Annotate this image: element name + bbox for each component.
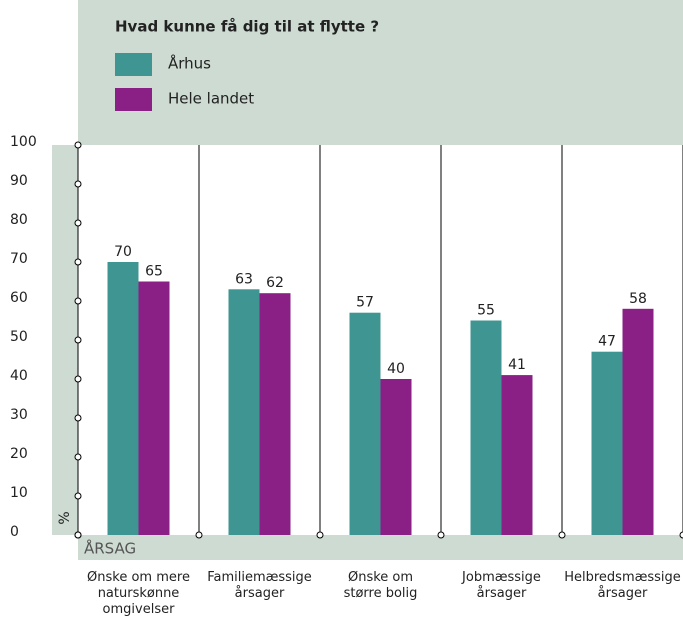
legend-swatch — [115, 88, 152, 111]
value-label: 40 — [387, 361, 405, 377]
legend-swatch — [115, 53, 152, 76]
bar — [470, 320, 502, 535]
y-tick-label: 10 — [10, 485, 28, 501]
bar — [501, 375, 533, 535]
x-tick-label: Ønske om mere naturskønne omgivelser — [87, 570, 190, 617]
bar — [138, 281, 170, 535]
y-tick-label: 90 — [10, 173, 28, 189]
tick-mark — [74, 336, 82, 344]
bar — [349, 312, 381, 535]
y-tick-label: 20 — [10, 446, 28, 462]
y-tick-label: 50 — [10, 329, 28, 345]
tick-dot — [437, 531, 445, 539]
bar — [622, 308, 654, 535]
value-label: 58 — [629, 291, 647, 307]
tick-dot — [316, 531, 324, 539]
tick-mark — [74, 219, 82, 227]
y-tick-label: 100 — [10, 134, 37, 150]
y-tick-label: 40 — [10, 368, 28, 384]
tick-mark — [74, 375, 82, 383]
tick-dot — [195, 531, 203, 539]
tick-mark — [74, 414, 82, 422]
tick-mark — [74, 141, 82, 149]
x-tick-label: Helbredsmæssige årsager — [564, 570, 681, 601]
tick-mark — [74, 492, 82, 500]
tick-dot — [679, 531, 683, 539]
value-label: 63 — [235, 271, 253, 287]
tick-dot — [558, 531, 566, 539]
y-tick-label: 60 — [10, 290, 28, 306]
value-label: 62 — [266, 275, 284, 291]
x-label: ÅRSAG — [84, 539, 136, 558]
value-label: 65 — [145, 264, 163, 280]
value-label: 47 — [598, 334, 616, 350]
x-tick-label: Ønske om større bolig — [344, 570, 418, 601]
header-panel — [78, 0, 683, 145]
bar — [380, 379, 412, 535]
value-label: 57 — [356, 295, 374, 311]
y-tick-label: 0 — [10, 524, 19, 540]
y-tick-label: 70 — [10, 251, 28, 267]
value-label: 70 — [114, 244, 132, 260]
y-tick-label: 30 — [10, 407, 28, 423]
bar — [107, 262, 139, 535]
x-strip — [78, 535, 683, 560]
y-label: % — [57, 511, 73, 524]
tick-mark — [74, 453, 82, 461]
tick-mark — [74, 297, 82, 305]
bar — [591, 351, 623, 535]
legend-label: Århus — [168, 54, 211, 73]
bar — [259, 293, 291, 535]
tick-mark — [74, 258, 82, 266]
legend-label: Hele landet — [168, 90, 254, 108]
chart-title: Hvad kunne få dig til at flytte ? — [115, 18, 379, 36]
value-label: 41 — [508, 357, 526, 373]
y-tick-label: 80 — [10, 212, 28, 228]
tick-dot — [74, 531, 82, 539]
bar — [228, 289, 260, 535]
y-strip — [52, 145, 78, 535]
x-tick-label: Familiemæssige årsager — [207, 570, 312, 601]
x-tick-label: Jobmæssige årsager — [461, 570, 541, 601]
value-label: 55 — [477, 303, 495, 319]
tick-mark — [74, 180, 82, 188]
